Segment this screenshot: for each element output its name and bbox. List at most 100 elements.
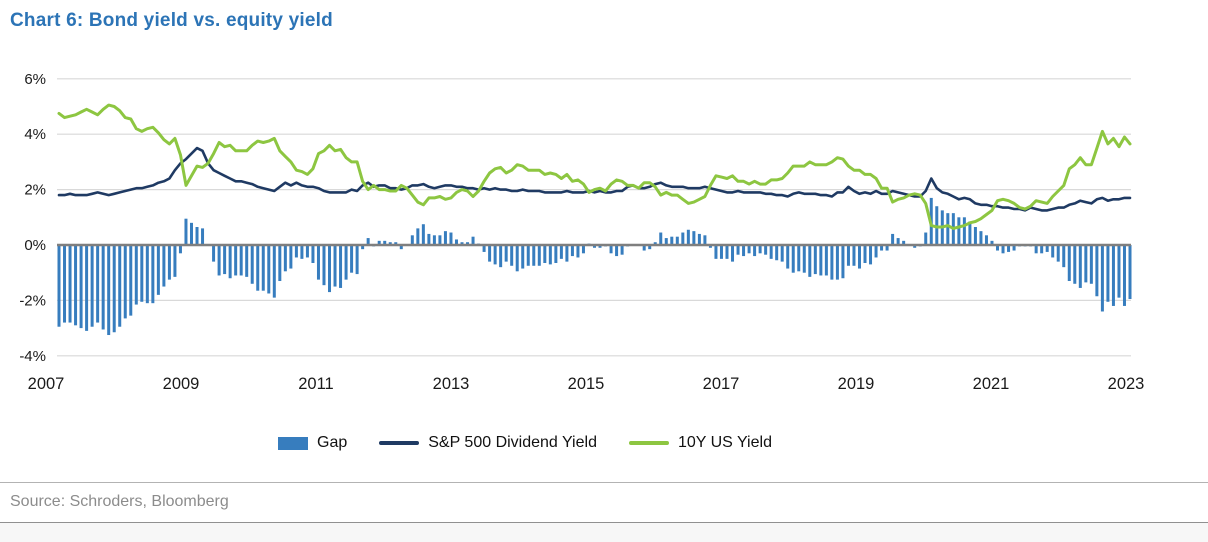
chart-legend: Gap S&P 500 Dividend Yield 10Y US Yield [278,432,772,454]
gap-bar [973,227,977,245]
gap-bar [107,245,111,336]
x-axis-label: 2021 [973,375,1010,393]
gap-bar [526,245,530,266]
gap-bar [504,245,508,262]
gap-bar [289,245,293,269]
gap-bar [747,245,751,254]
gap-bar [742,245,746,257]
gap-bar [1073,245,1077,284]
gap-bar [736,245,740,255]
gap-bar [427,233,431,245]
treasury-line-swatch [628,441,669,445]
gap-bar [670,236,674,245]
gap-bar [1051,245,1055,258]
gap-bar [449,232,453,245]
gap-bar [802,245,806,273]
gap-bar [957,217,961,245]
gap-bar [874,245,878,258]
gap-bar [565,245,569,262]
gap-bar [68,245,72,323]
gap-bar [350,245,354,273]
gap-bar [300,245,304,259]
gap-bar [543,245,547,263]
gap-bar [708,245,712,248]
gap-bar [234,245,238,276]
gap-bar [63,245,67,323]
gap-bar [880,245,884,251]
gap-bar [703,235,707,245]
gap-bar [156,245,160,295]
x-axis-label: 2013 [433,375,470,393]
gap-bar [134,245,138,305]
x-axis-label: 2019 [838,375,875,393]
gap-bar [322,245,326,286]
y-axis-label: -2% [19,292,46,309]
gap-bar [559,245,563,259]
gap-bar [598,245,602,248]
gap-bar [697,233,701,245]
gap-bar [256,245,260,291]
gap-bar [162,245,166,287]
gap-bar [581,245,585,254]
gap-bar [675,236,679,245]
gap-bar [129,245,133,316]
gap-bar [361,245,365,250]
gap-bar [642,245,646,251]
chart-canvas: 6% 4% 2% 0% -2% -4% 2007 2009 2011 2013 2015 2017 20… [19,71,1144,393]
gap-bar [488,245,492,262]
legend-label-dividend-yield: S&P 500 Dividend Yield [428,434,597,451]
gap-bar [267,245,271,294]
gap-bar [283,245,287,272]
gap-bar [223,245,227,275]
gap-bar [201,228,205,245]
gap-bar [173,245,177,277]
gap-bar [548,245,552,265]
gap-bar [835,245,839,280]
gap-bar [515,245,519,272]
gap-bar [388,242,392,245]
gap-bar [576,245,580,258]
gap-bar [593,245,596,248]
dividend-yield-line [57,146,1132,212]
gap-bar [896,238,900,245]
legend-item-gap: Gap [278,434,347,452]
gap-bar [808,245,812,277]
chart-title: Chart 6: Bond yield vs. equity yield [10,10,333,31]
gap-bar [1012,245,1016,251]
gap-bar [123,245,127,319]
gap-bar [686,229,690,245]
gap-bar [996,245,1000,251]
legend-item-dividend-yield: S&P 500 Dividend Yield [379,434,597,452]
gap-bar [294,245,298,258]
gap-bar [869,245,873,265]
gap-bar [250,245,254,284]
gap-bar [852,245,856,266]
gap-bar [96,245,100,323]
gap-bar [410,235,414,245]
gap-bar [189,222,193,245]
gap-bar [902,240,906,245]
gap-bar [786,245,790,269]
dividend-line-swatch [379,441,420,445]
gap-bar [968,221,972,245]
source-divider-bottom [0,522,1208,523]
gap-bar [714,245,718,259]
gap-bar [178,245,182,254]
gap-bar [664,238,668,245]
gap-bar [493,245,497,265]
gap-bar [1100,245,1104,312]
footer-strip [0,523,1208,542]
y-axis-label: 0% [24,237,46,254]
x-axis-label: 2011 [298,375,333,393]
gap-bar [1040,245,1044,254]
gap-bar [184,218,188,245]
gap-bar [112,245,116,333]
gap-bar [1084,245,1088,283]
gap-bar [1117,245,1121,298]
gap-bar [239,245,243,276]
gap-bar [863,245,867,263]
y-axis-label: 4% [24,126,46,143]
gap-bar [819,245,823,276]
gap-bar [261,245,265,291]
